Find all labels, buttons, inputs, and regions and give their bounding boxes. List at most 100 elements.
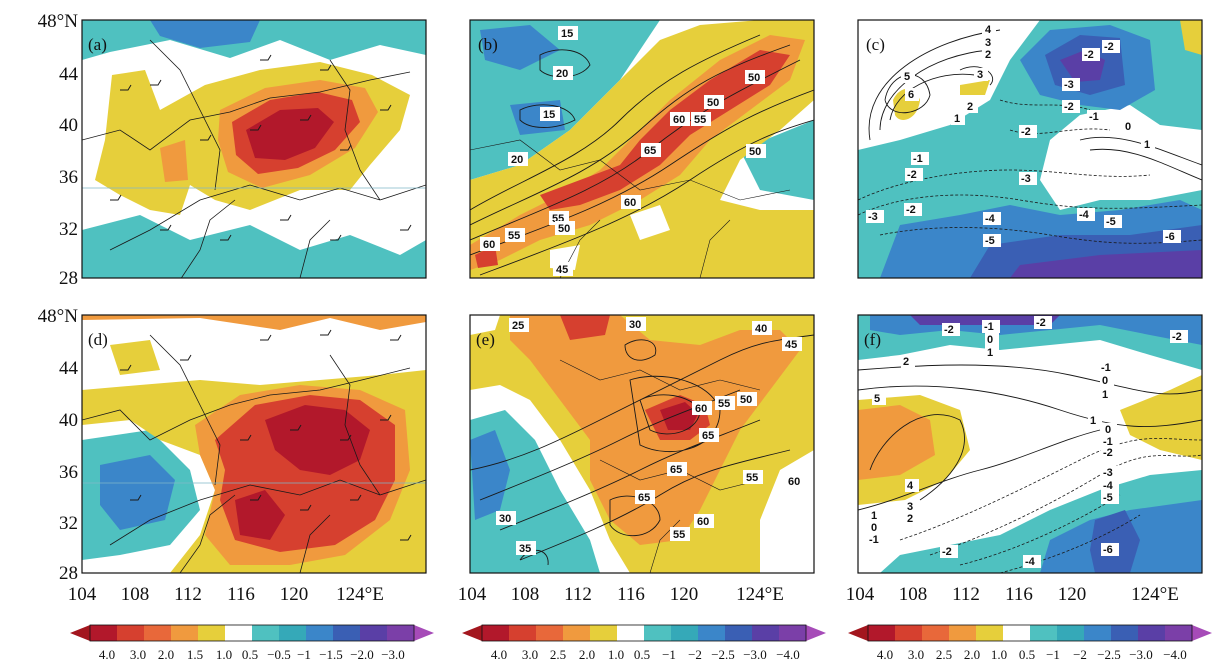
panel-c-contour-label-bg [983, 212, 1001, 225]
x-tick-label: 104 [68, 584, 97, 605]
colorbar-3-segment [1084, 625, 1111, 641]
y-tick-label: 40 [59, 115, 78, 136]
colorbar-3-segment [1111, 625, 1138, 641]
panel-c-contour-label: -3 [868, 211, 878, 223]
colorbar-1-tick: 4.0 [99, 647, 115, 662]
panel-b-contour-label: 50 [749, 146, 761, 158]
colorbar-2-tick: 2.5 [550, 647, 566, 662]
colorbar-1-segment [198, 625, 225, 641]
x-tick-label: 104 [458, 584, 487, 605]
panel-f-contour-label: 1 [1090, 415, 1096, 427]
panel-e-field-blue-west [470, 430, 510, 520]
panel-e-contour-label: 60 [788, 476, 800, 488]
panel-c-contour-label-bg [982, 36, 996, 49]
x-tick-label: 124°E [336, 584, 384, 605]
colorbar-2-segment [590, 625, 617, 641]
colorbar-1-tick: −3.0 [381, 647, 405, 662]
colorbar-3-tick: −1 [1046, 647, 1060, 662]
colorbar-2-segment [536, 625, 563, 641]
panel-e-contour-label-bg [670, 527, 690, 541]
panel-c-contour-label: -6 [1165, 231, 1175, 243]
y-tick-label: 48°N [38, 11, 79, 32]
panel-e-contour-label: 65 [638, 492, 650, 504]
panel-b-contour-labels: 15 20 15 20 50 50 60 55 65 60 50 55 50 6… [480, 26, 766, 276]
colorbar-3-segment [949, 625, 976, 641]
panel-e-contour-label: 35 [519, 543, 531, 555]
panel-c-contour-label: -3 [1021, 173, 1031, 185]
panel-c-contour-label: 4 [985, 24, 992, 36]
panel-a: (a) [81, 19, 427, 279]
panel-f-contour-label-bg [1101, 446, 1119, 459]
panel-b-contour-label: 60 [673, 114, 685, 126]
panel-e-contour-label-bg [785, 474, 805, 488]
panel-c-contour-label-bg [974, 68, 988, 81]
colorbar-1-tick: 3.0 [130, 647, 146, 662]
panel-f-contour-label: -2 [1172, 331, 1182, 343]
x-tick-label: 108 [899, 584, 928, 605]
colorbar-2-segment [725, 625, 752, 641]
colorbar-2-tick: −2 [688, 647, 702, 662]
colorbar-2-segment [482, 625, 509, 641]
x-tick-label: 120 [670, 584, 699, 605]
panel-f-frame [857, 314, 1203, 574]
colorbar-3-tick: 3.0 [908, 647, 924, 662]
colorbar-2-tick: 3.0 [522, 647, 538, 662]
colorbar-3: 4.0 3.0 2.5 2.0 1.0 0.5 −1 −2 −2.5 −3.0 … [848, 624, 1212, 662]
panel-b-contour-label: 15 [543, 109, 555, 121]
panel-b-contour-label-bg [508, 152, 528, 166]
panel-c-label: (c) [866, 35, 885, 54]
panel-f-contour-label: -6 [1103, 544, 1113, 556]
y-tick-label: 44 [59, 64, 79, 85]
panel-f-field-indigo-south [1090, 510, 1140, 573]
panel-f-contour-label-bg [1023, 555, 1041, 568]
colorbar-3-segment [1165, 625, 1192, 641]
panel-c-frame [857, 19, 1203, 279]
panel-e-contour-label-bg [715, 396, 735, 410]
panel-e-contour-label: 55 [673, 529, 685, 541]
y-tick-label: 40 [59, 410, 78, 431]
panel-c-contour-label-bg [901, 70, 915, 83]
x-tick-label: 112 [174, 584, 202, 605]
colorbar-1-tick: −0.5 [267, 647, 291, 662]
panel-f-contour-label-bg [942, 323, 960, 336]
panel-e-contour-label: 25 [512, 320, 524, 332]
y-axis-bottom: 48°N 44 40 36 32 28 [38, 306, 79, 584]
panel-e: (e) 25 30 40 45 60 55 50 65 65 65 55 60 … [469, 314, 815, 574]
panel-b-contour-label-bg [670, 112, 690, 126]
y-axis-top: 48°N 44 40 36 32 28 [38, 11, 79, 289]
colorbar-3-tick: −3.0 [1129, 647, 1153, 662]
panel-f-contour-label-bg [905, 500, 919, 513]
panel-c-contour-label-bg [1019, 172, 1037, 185]
panel-d-frame [81, 314, 427, 574]
panel-b-contour-label: 50 [558, 223, 570, 235]
colorbar-2-tick: −1 [662, 647, 676, 662]
colorbar-1-tick: 2.0 [158, 647, 174, 662]
panel-a-frame [81, 19, 427, 279]
panel-f-contour-label-bg [1100, 388, 1114, 401]
colorbar-2-tick: 1.0 [608, 647, 624, 662]
panel-c-contour-label-bg [1104, 215, 1122, 228]
panel-e-field-red-top [560, 315, 610, 340]
y-tick-label: 32 [59, 513, 78, 534]
x-tick-label: 124°E [736, 584, 784, 605]
panel-c-contour-label: -5 [985, 235, 995, 247]
panel-e-contour-label-bg [496, 511, 516, 525]
panel-f-contour-label: 1 [1102, 389, 1108, 401]
panel-f-contours [858, 364, 1202, 511]
x-tick-label: 112 [952, 584, 980, 605]
colorbar-1-segment [144, 625, 171, 641]
panel-c-contour-label-bg [1082, 48, 1100, 61]
y-tick-label: 48°N [38, 306, 79, 327]
panel-c-contour-label-bg [982, 23, 996, 36]
panel-e-contour-label-bg [635, 490, 655, 504]
colorbar-2-tick: 0.5 [634, 647, 650, 662]
panel-b-contour-label: 60 [483, 239, 495, 251]
panel-f-contour-label-bg [1101, 435, 1119, 448]
panel-f-contour-label: 4 [907, 480, 914, 492]
colorbar-1-segment [225, 625, 252, 641]
colorbar-2-segment [752, 625, 779, 641]
panel-b-contour-label-bg [621, 195, 641, 209]
panel-a-province-borders [82, 39, 426, 278]
panel-c-contour-label-bg [1163, 230, 1181, 243]
colorbar-1-segment [279, 625, 306, 641]
